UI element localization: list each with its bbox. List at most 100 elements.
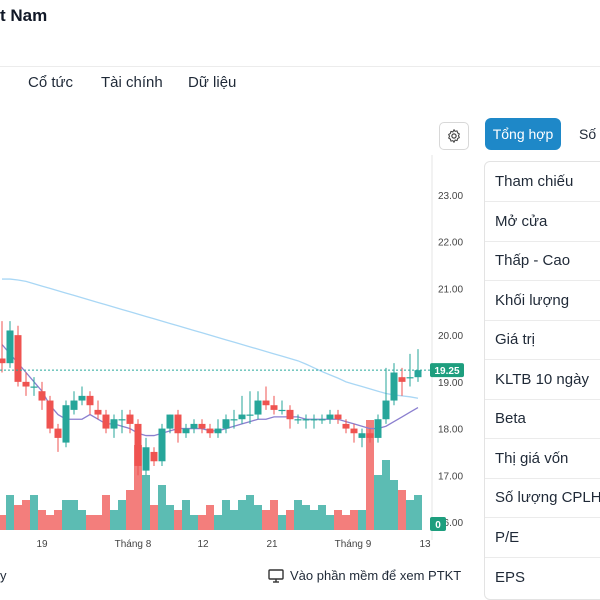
candle-body <box>238 414 246 420</box>
open-ptkt-link[interactable]: Vào phần mềm để xem PTKT <box>268 568 461 583</box>
candle-body <box>86 395 94 406</box>
candle-body <box>286 409 294 420</box>
volume-bar <box>270 500 278 530</box>
volume-bar <box>134 445 142 530</box>
candle-body <box>142 447 150 471</box>
candle-body <box>126 414 134 424</box>
stat-reference: Tham chiếu <box>485 162 600 202</box>
candle-body <box>38 391 46 401</box>
x-tick-label: 12 <box>197 539 209 550</box>
stat-open: Mở cửa <box>485 202 600 242</box>
candle-body <box>6 330 14 364</box>
last-price-badge <box>430 363 464 378</box>
stat-beta: Beta <box>485 399 600 439</box>
candle-body <box>254 400 262 415</box>
candle-body <box>110 419 118 429</box>
page-title: t Nam <box>0 6 48 25</box>
stat-shares-outstanding: Số lượng CPLH <box>485 478 600 518</box>
candle-body <box>46 400 54 429</box>
candle-body <box>166 414 174 429</box>
volume-bar <box>390 480 398 530</box>
candle-body <box>54 428 62 438</box>
candle-body <box>230 419 238 421</box>
candle-body <box>182 428 190 434</box>
volume-bar <box>374 475 382 530</box>
candle-body <box>246 414 254 416</box>
price-chart[interactable]: 23.00 22.00 21.00 20.00 19.00 18.00 17.00 16.00… <box>0 155 480 555</box>
candle-body <box>318 419 326 421</box>
volume-bar <box>318 505 326 530</box>
chart-settings-button[interactable] <box>439 122 469 150</box>
volume-bar <box>342 515 350 530</box>
volume-bar <box>302 505 310 530</box>
volume-bar <box>278 515 286 530</box>
y-tick-label: 21.00 <box>438 284 463 295</box>
candle-body <box>14 335 22 382</box>
tab-finance[interactable]: Tài chính <box>101 74 163 91</box>
x-tick-label: 21 <box>266 539 278 550</box>
stats-panel: Tham chiếu Mở cửa Thấp - Cao Khối lượng … <box>484 161 600 600</box>
volume-bar <box>126 490 134 530</box>
volume-bar <box>286 510 294 530</box>
volume-bar <box>78 510 86 530</box>
volume-bar <box>46 515 54 530</box>
volume-bar <box>142 475 150 530</box>
volume-bar <box>222 500 230 530</box>
tab-overview[interactable]: Tổng hợp <box>485 118 561 150</box>
volume-bar <box>414 495 422 530</box>
y-tick-label: 22.00 <box>438 238 463 249</box>
volume-bar <box>406 500 414 530</box>
stat-volume: Khối lượng <box>485 281 600 321</box>
stat-market-cap: Thị giá vốn <box>485 439 600 479</box>
volume-bar <box>22 500 30 530</box>
volume-bar <box>326 515 334 530</box>
stat-value: Giá trị <box>485 320 600 360</box>
monitor-icon <box>268 568 284 583</box>
volume-bar <box>246 495 254 530</box>
candle-body <box>150 451 158 462</box>
candle-body <box>214 428 222 434</box>
volume-bar <box>102 495 110 530</box>
stat-avg-volume-10d: KLTB 10 ngày <box>485 360 600 400</box>
volume-bar <box>294 500 302 530</box>
gear-icon <box>448 129 460 143</box>
candle-body <box>174 414 182 434</box>
candle-body <box>102 414 110 429</box>
x-tick-label: Tháng 8 <box>115 539 152 550</box>
volume-bar <box>334 510 342 530</box>
candle-body <box>278 409 286 412</box>
candle-body <box>366 433 374 438</box>
candle-body <box>62 405 70 443</box>
tab-dividends[interactable]: Cổ tức <box>28 74 74 91</box>
volume-bar <box>54 510 62 530</box>
volume-bar <box>238 500 246 530</box>
y-tick-label: 23.00 <box>438 191 463 202</box>
ma-long-line <box>2 278 419 399</box>
volume-bar <box>174 510 182 530</box>
candle-body <box>302 419 310 421</box>
candle-body <box>22 381 30 387</box>
footer-left-text: y <box>0 568 7 583</box>
candle-body <box>374 419 382 438</box>
candle-body <box>206 428 214 434</box>
volume-bar <box>118 500 126 530</box>
candle-body <box>382 400 390 420</box>
candle-body <box>118 419 126 421</box>
x-tick-label: 19 <box>36 539 48 550</box>
candle-body <box>134 423 142 466</box>
tab-next[interactable]: Số l <box>579 126 600 142</box>
y-tick-label: 16.00 <box>438 518 463 529</box>
candle-body <box>414 370 422 378</box>
volume-bar <box>62 500 70 530</box>
candle-body <box>398 377 406 382</box>
volume-bar <box>366 420 374 530</box>
volume-bar <box>262 510 270 530</box>
candle-body <box>190 423 198 429</box>
volume-bar <box>110 510 118 530</box>
candlestick-chart-svg: 23.00 22.00 21.00 20.00 19.00 18.00 17.00 16.00… <box>0 155 464 550</box>
y-tick-label: 19.00 <box>438 378 463 389</box>
volume-bar <box>182 500 190 530</box>
stat-low-high: Thấp - Cao <box>485 241 600 281</box>
tab-data[interactable]: Dữ liệu <box>188 74 237 91</box>
candle-body <box>222 419 230 429</box>
